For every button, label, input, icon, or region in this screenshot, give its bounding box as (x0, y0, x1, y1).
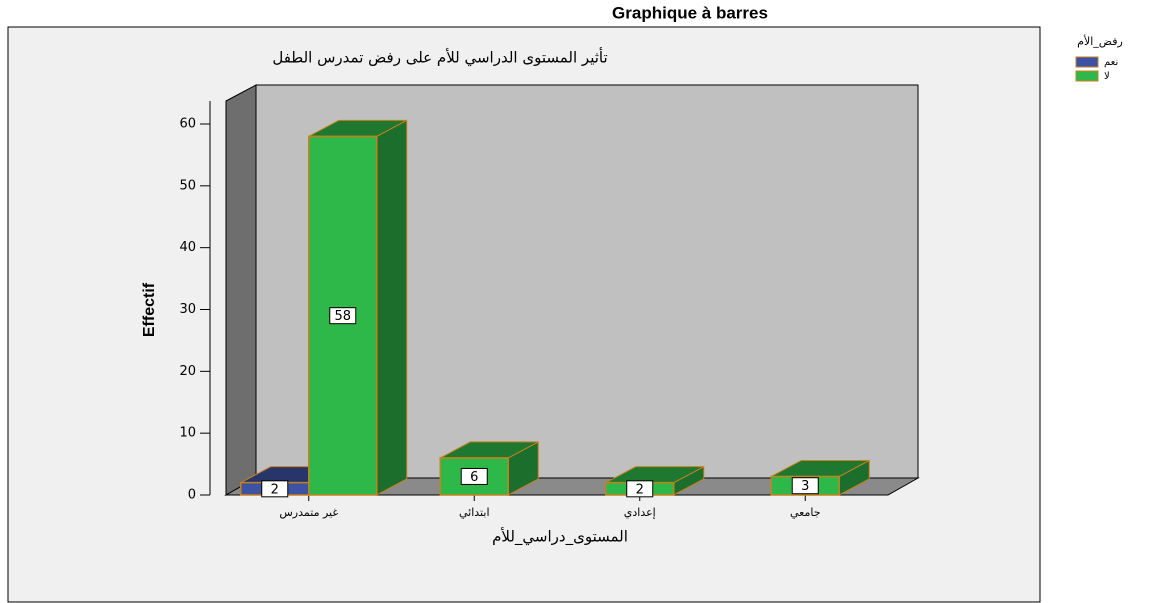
bar-side (376, 119, 408, 496)
data-label-box (329, 307, 357, 325)
legend-label: نعم (1104, 57, 1118, 68)
data-label: 2 (636, 482, 644, 497)
x-tick-label: جامعي (790, 506, 821, 519)
y-tick-label: 50 (179, 178, 196, 193)
data-label: 6 (470, 470, 478, 485)
y-tick-label: 0 (188, 488, 196, 503)
data-label: 2 (271, 482, 279, 497)
data-label-box (626, 480, 654, 498)
data-label: 58 (334, 309, 351, 324)
x-tick-label: غير متمدرس (279, 506, 338, 519)
y-tick-label: 10 (179, 426, 196, 441)
legend-title: رفض_الأم (1077, 34, 1123, 48)
y-tick-label: 60 (179, 117, 196, 132)
y-axis-label: Effectif (141, 282, 158, 337)
x-tick-label: إعدادي (624, 506, 656, 519)
chart-title: Graphique à barres (612, 3, 768, 22)
y-tick-label: 30 (179, 302, 196, 317)
legend-swatch (1075, 70, 1099, 82)
data-label-box (460, 467, 488, 485)
side-wall (225, 84, 257, 496)
x-axis-label: المستوى_دراسي_للأم (492, 527, 628, 547)
x-tick-label: ابتدائي (459, 506, 490, 519)
legend-label: لا (1104, 71, 1110, 82)
legend-swatch (1075, 56, 1099, 68)
data-label-box (261, 480, 289, 498)
y-tick-label: 40 (179, 240, 196, 255)
data-label: 3 (801, 479, 809, 494)
y-tick-label: 20 (179, 364, 196, 379)
data-label-box (791, 477, 819, 495)
chart-subtitle: تأثير المستوى الدراسي للأم على رفض تمدرس… (272, 47, 607, 68)
